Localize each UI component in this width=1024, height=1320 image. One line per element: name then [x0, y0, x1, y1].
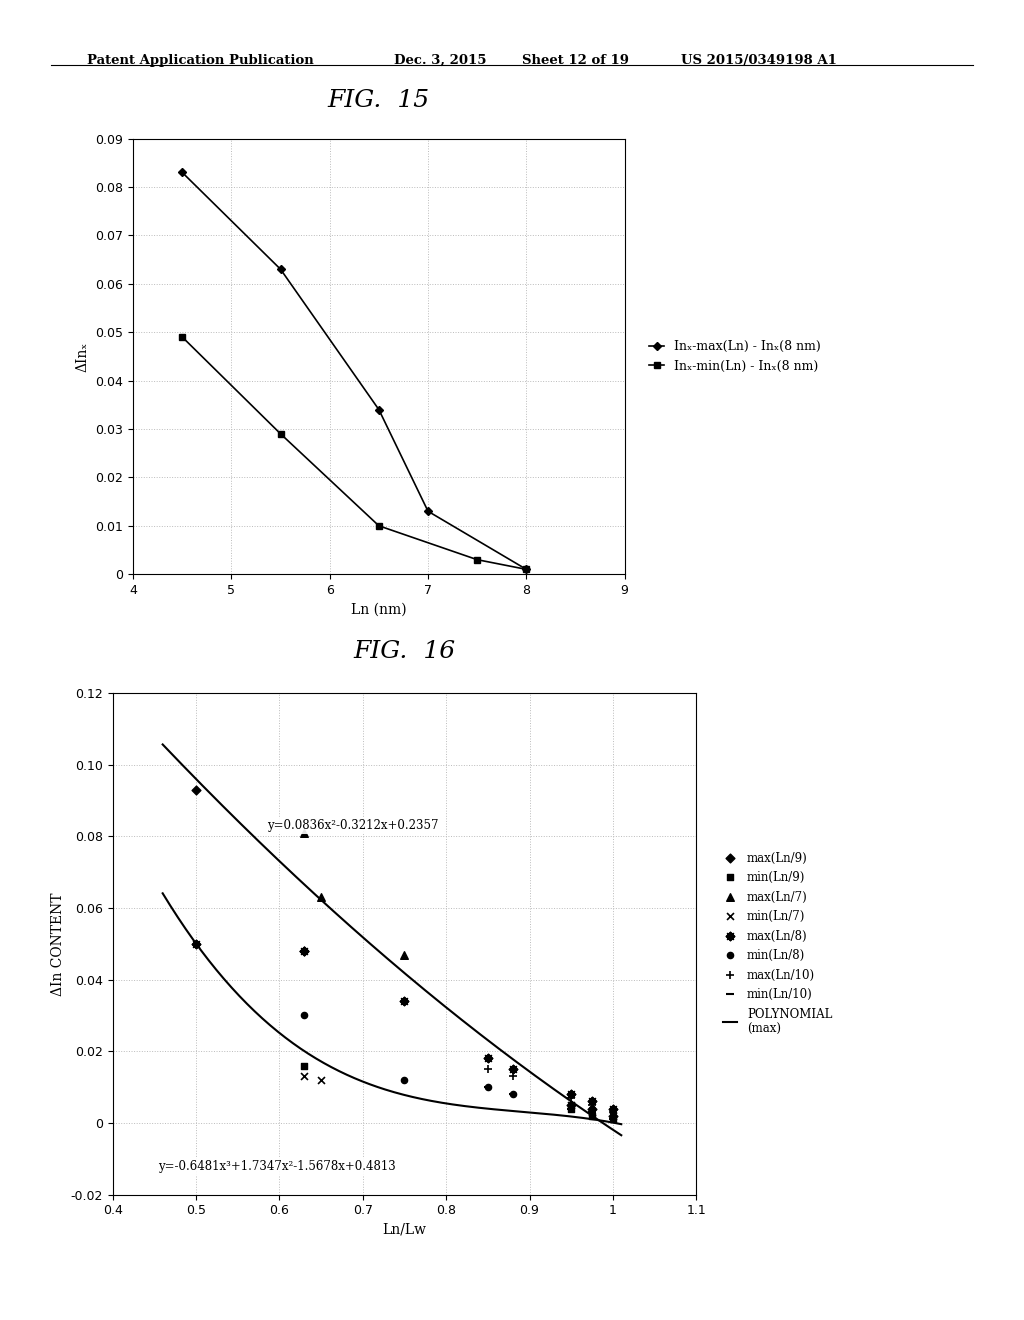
min(Ln/9)	[584, 1105, 600, 1126]
min(Ln/9)	[563, 1098, 580, 1119]
Text: US 2015/0349198 A1: US 2015/0349198 A1	[681, 54, 837, 67]
POLYNOMIAL
(max)	[572, 1098, 585, 1114]
min(Ln/8)	[396, 1069, 413, 1090]
min(Ln/7)	[584, 1102, 600, 1123]
max(Ln/7)	[396, 944, 413, 965]
min(Ln/10)	[505, 1084, 521, 1105]
Text: y=0.0836x²-0.3212x+0.2357: y=0.0836x²-0.3212x+0.2357	[267, 820, 438, 832]
max(Ln/10)	[479, 1059, 496, 1080]
max(Ln/10)	[584, 1094, 600, 1115]
Inₓ-min(Ln) - Inₓ(8 nm)	[520, 561, 532, 577]
X-axis label: Ln (nm): Ln (nm)	[351, 602, 407, 616]
min(Ln/10)	[479, 1077, 496, 1098]
max(Ln/9)	[187, 779, 204, 800]
max(Ln/8)	[605, 1098, 622, 1119]
min(Ln/9)	[296, 1055, 312, 1076]
Line: Inₓ-max(Ln) - Inₓ(8 nm): Inₓ-max(Ln) - Inₓ(8 nm)	[179, 169, 529, 573]
min(Ln/7)	[296, 1065, 312, 1086]
min(Ln/8)	[187, 933, 204, 954]
Inₓ-max(Ln) - Inₓ(8 nm)	[520, 561, 532, 577]
Y-axis label: ΔInₓ: ΔInₓ	[76, 342, 90, 371]
min(Ln/7)	[605, 1105, 622, 1126]
Text: Patent Application Publication: Patent Application Publication	[87, 54, 313, 67]
Y-axis label: ΔIn CONTENT: ΔIn CONTENT	[51, 892, 65, 995]
max(Ln/8)	[296, 940, 312, 961]
min(Ln/9)	[605, 1109, 622, 1130]
Legend: Inₓ-max(Ln) - Inₓ(8 nm), Inₓ-min(Ln) - Inₓ(8 nm): Inₓ-max(Ln) - Inₓ(8 nm), Inₓ-min(Ln) - I…	[646, 337, 825, 376]
Line: Inₓ-min(Ln) - Inₓ(8 nm): Inₓ-min(Ln) - Inₓ(8 nm)	[179, 334, 529, 573]
max(Ln/8)	[563, 1084, 580, 1105]
min(Ln/8)	[563, 1094, 580, 1115]
Legend: max(Ln/9), min(Ln/9), max(Ln/7), min(Ln/7), max(Ln/8), min(Ln/8), max(Ln/10), mi: max(Ln/9), min(Ln/9), max(Ln/7), min(Ln/…	[720, 849, 836, 1039]
Text: FIG.  16: FIG. 16	[353, 640, 456, 663]
max(Ln/10)	[605, 1102, 622, 1123]
Text: y=-0.6481x³+1.7347x²-1.5678x+0.4813: y=-0.6481x³+1.7347x²-1.5678x+0.4813	[159, 1159, 396, 1172]
max(Ln/10)	[505, 1065, 521, 1086]
min(Ln/8)	[605, 1105, 622, 1126]
max(Ln/9)	[584, 1098, 600, 1119]
max(Ln/10)	[563, 1088, 580, 1109]
min(Ln/7)	[563, 1094, 580, 1115]
max(Ln/9)	[605, 1105, 622, 1126]
min(Ln/7)	[313, 1069, 330, 1090]
POLYNOMIAL
(max)	[543, 1078, 555, 1094]
max(Ln/8)	[187, 933, 204, 954]
max(Ln/7)	[296, 822, 312, 843]
POLYNOMIAL
(max)	[437, 997, 450, 1012]
min(Ln/8)	[296, 1005, 312, 1026]
min(Ln/8)	[584, 1098, 600, 1119]
min(Ln/8)	[505, 1084, 521, 1105]
Inₓ-min(Ln) - Inₓ(8 nm)	[471, 552, 483, 568]
min(Ln/10)	[563, 1098, 580, 1119]
POLYNOMIAL
(max)	[157, 737, 169, 752]
Text: FIG.  15: FIG. 15	[328, 90, 430, 112]
min(Ln/8)	[479, 1077, 496, 1098]
max(Ln/9)	[296, 940, 312, 961]
Text: Dec. 3, 2015: Dec. 3, 2015	[394, 54, 486, 67]
max(Ln/8)	[396, 990, 413, 1011]
max(Ln/8)	[584, 1090, 600, 1111]
Inₓ-min(Ln) - Inₓ(8 nm)	[274, 426, 287, 442]
Text: Sheet 12 of 19: Sheet 12 of 19	[522, 54, 629, 67]
Inₓ-min(Ln) - Inₓ(8 nm)	[176, 329, 188, 345]
X-axis label: Ln/Lw: Ln/Lw	[383, 1222, 426, 1237]
Line: POLYNOMIAL
(max): POLYNOMIAL (max)	[163, 744, 622, 1135]
POLYNOMIAL
(max)	[158, 738, 170, 754]
min(Ln/10)	[584, 1102, 600, 1123]
max(Ln/9)	[563, 1094, 580, 1115]
POLYNOMIAL
(max)	[429, 991, 441, 1007]
max(Ln/7)	[313, 887, 330, 908]
Inₓ-max(Ln) - Inₓ(8 nm)	[176, 165, 188, 181]
Inₓ-max(Ln) - Inₓ(8 nm)	[373, 401, 385, 417]
min(Ln/10)	[605, 1109, 622, 1130]
Inₓ-max(Ln) - Inₓ(8 nm)	[274, 261, 287, 277]
Inₓ-min(Ln) - Inₓ(8 nm)	[373, 517, 385, 533]
max(Ln/8)	[505, 1059, 521, 1080]
POLYNOMIAL
(max)	[615, 1127, 628, 1143]
max(Ln/8)	[479, 1048, 496, 1069]
Inₓ-max(Ln) - Inₓ(8 nm)	[422, 503, 434, 519]
POLYNOMIAL
(max)	[428, 990, 440, 1006]
